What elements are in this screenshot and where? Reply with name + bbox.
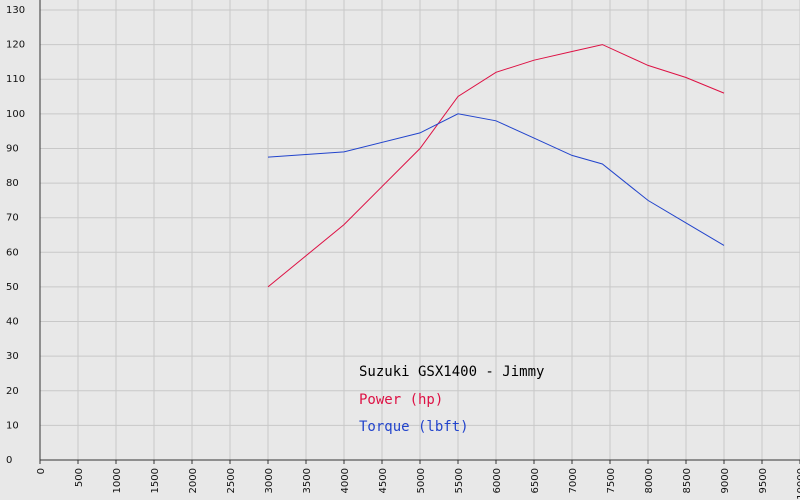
y-tick-label: 90 — [6, 143, 19, 154]
x-tick-label: 4500 — [378, 468, 389, 493]
y-tick-label: 120 — [6, 40, 25, 51]
x-tick-label: 6500 — [530, 468, 541, 493]
x-tick-label: 500 — [74, 468, 85, 487]
x-tick-label: 5500 — [454, 468, 465, 493]
x-tick-label: 3500 — [302, 468, 313, 493]
y-tick-label: 40 — [6, 317, 19, 328]
x-tick-label: 7500 — [606, 468, 617, 493]
chart-axes — [39, 0, 800, 464]
x-tick-label: 9500 — [758, 468, 769, 493]
y-tick-label: 50 — [6, 282, 19, 293]
power-series-line — [267, 44, 725, 288]
x-tick-label: 1500 — [150, 468, 161, 493]
y-tick-label: 20 — [6, 386, 19, 397]
x-tick-label: 5000 — [416, 468, 427, 493]
y-tick-label: 0 — [6, 455, 12, 466]
chart-title: Suzuki GSX1400 - Jimmy — [359, 364, 544, 380]
x-tick-label: 7000 — [568, 468, 579, 493]
y-tick-label: 100 — [6, 109, 25, 120]
y-tick-label: 130 — [6, 5, 25, 16]
chart-legend: Suzuki GSX1400 - Jimmy Power (hp) Torque… — [359, 364, 544, 435]
x-tick-label: 0 — [36, 468, 47, 474]
x-tick-label: 3000 — [264, 468, 275, 493]
y-tick-label: 80 — [6, 178, 19, 189]
x-tick-labels: 0 500 1000 1500 2000 2500 3000 3500 4000 4500 5000… — [36, 468, 800, 500]
chart-grid — [39, 0, 800, 461]
x-tick-label: 2500 — [226, 468, 237, 493]
x-tick-label: 8500 — [682, 468, 693, 493]
y-tick-label: 60 — [6, 247, 19, 258]
x-tick-label: 9000 — [720, 468, 731, 493]
y-tick-labels: 0 10 20 30 40 50 60 70 80 90 100 110 120 130 — [6, 5, 25, 466]
chart-series — [267, 44, 725, 288]
x-tick-label: 6000 — [492, 468, 503, 493]
x-tick-label: 1000 — [112, 468, 123, 493]
y-tick-label: 30 — [6, 351, 19, 362]
y-tick-label: 10 — [6, 420, 19, 431]
y-tick-label: 110 — [6, 74, 25, 85]
torque-series-line — [267, 113, 725, 246]
legend-torque: Torque (lbft) — [359, 419, 469, 435]
legend-power: Power (hp) — [359, 392, 443, 408]
x-tick-label: 2000 — [188, 468, 199, 493]
x-tick-label: 10000 — [796, 468, 800, 500]
x-tick-label: 8000 — [644, 468, 655, 493]
x-tick-label: 4000 — [340, 468, 351, 493]
y-tick-label: 70 — [6, 213, 19, 224]
